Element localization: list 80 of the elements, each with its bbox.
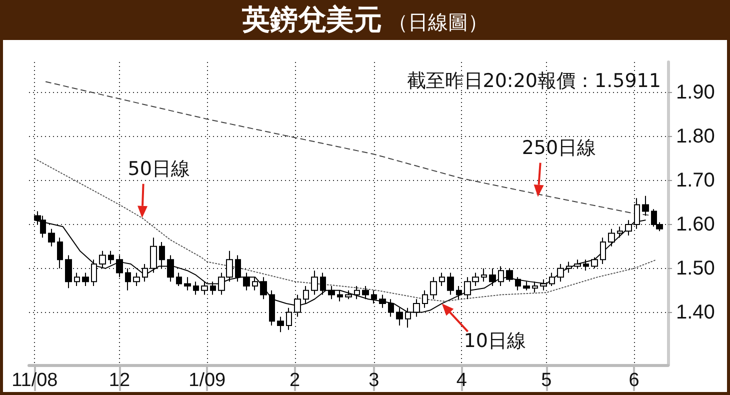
candlestick [65, 254, 72, 289]
candlestick [557, 264, 564, 282]
candlestick [260, 276, 267, 300]
candlestick [159, 242, 165, 269]
candlestick [549, 272, 555, 286]
candlestick [108, 250, 114, 264]
chart-subtitle: （日線圖） [388, 10, 488, 34]
y-tick-label: 1.80 [676, 126, 715, 148]
candlestick [422, 290, 428, 308]
candlestick [430, 276, 437, 300]
candlestick [142, 264, 148, 282]
candlestick [337, 290, 343, 302]
x-tick-label: 11/08 [12, 370, 58, 391]
candlestick [371, 290, 377, 304]
candlestick [600, 237, 606, 264]
x-tick-label: 2 [289, 370, 300, 391]
candlestick [176, 272, 182, 286]
candlestick [252, 276, 258, 291]
candlestick [116, 254, 123, 278]
candlestick [574, 259, 581, 269]
candlestick [515, 276, 521, 291]
line-series [34, 158, 658, 302]
candlestick [133, 272, 140, 286]
candlestick [566, 261, 572, 274]
y-tick-label: 1.50 [676, 257, 715, 280]
candlestick [532, 281, 538, 294]
candlestick [210, 281, 216, 296]
candlestick [379, 294, 386, 308]
annotation: 10日線 [464, 328, 526, 354]
candlestick [286, 307, 292, 330]
candlestick [456, 285, 462, 300]
candlestick [439, 272, 445, 286]
candlestick [150, 237, 157, 274]
candlestick [91, 259, 97, 286]
candlestick [243, 272, 250, 291]
candlestick [642, 195, 649, 216]
candlestick [99, 250, 106, 269]
x-tick-label: 1/09 [188, 370, 226, 391]
candlestick [184, 276, 191, 291]
candlestick [303, 285, 309, 304]
x-tick-label: 12 [108, 370, 130, 391]
candlestick [328, 285, 335, 300]
x-tick-label: 3 [368, 370, 380, 391]
candlestick [481, 268, 487, 282]
candlestick [167, 254, 174, 282]
candlestick [354, 285, 360, 300]
annotation: 50日線 [128, 156, 190, 182]
x-tick-label: 6 [628, 370, 640, 391]
candlestick [489, 268, 496, 286]
candlestick [311, 270, 318, 296]
candlestick [345, 290, 352, 300]
candlestick [591, 256, 598, 269]
candlestick [48, 228, 55, 247]
candlestick [320, 272, 326, 296]
y-tick-label: 1.70 [676, 170, 715, 192]
candlestick [523, 281, 530, 291]
candlestick [506, 268, 513, 282]
candlestick [235, 254, 241, 282]
candlestick [201, 281, 208, 296]
candlestick [82, 272, 89, 286]
candlestick [193, 281, 199, 296]
candlestick [74, 272, 80, 286]
candlestick [57, 237, 63, 269]
x-tick-label: 5 [541, 370, 552, 391]
candlestick [447, 272, 454, 296]
annotation: 截至昨日20:20報價：1.5911 [406, 69, 661, 94]
y-tick-label: 1.60 [676, 213, 715, 236]
candlestick [617, 226, 623, 238]
y-tick-label: 1.40 [676, 301, 715, 324]
x-tick-label: 4 [456, 370, 468, 391]
candlestick [362, 285, 369, 300]
candlestick [583, 259, 589, 272]
y-tick-label: 1.90 [676, 82, 715, 104]
annotation: 250日線 [522, 136, 596, 161]
candlestick [608, 228, 615, 247]
candlestick [277, 316, 284, 333]
chart-title: 英鎊兌美元 [242, 3, 382, 36]
candlestick [498, 266, 504, 286]
candlestick [125, 268, 131, 291]
candlestick [540, 278, 547, 291]
